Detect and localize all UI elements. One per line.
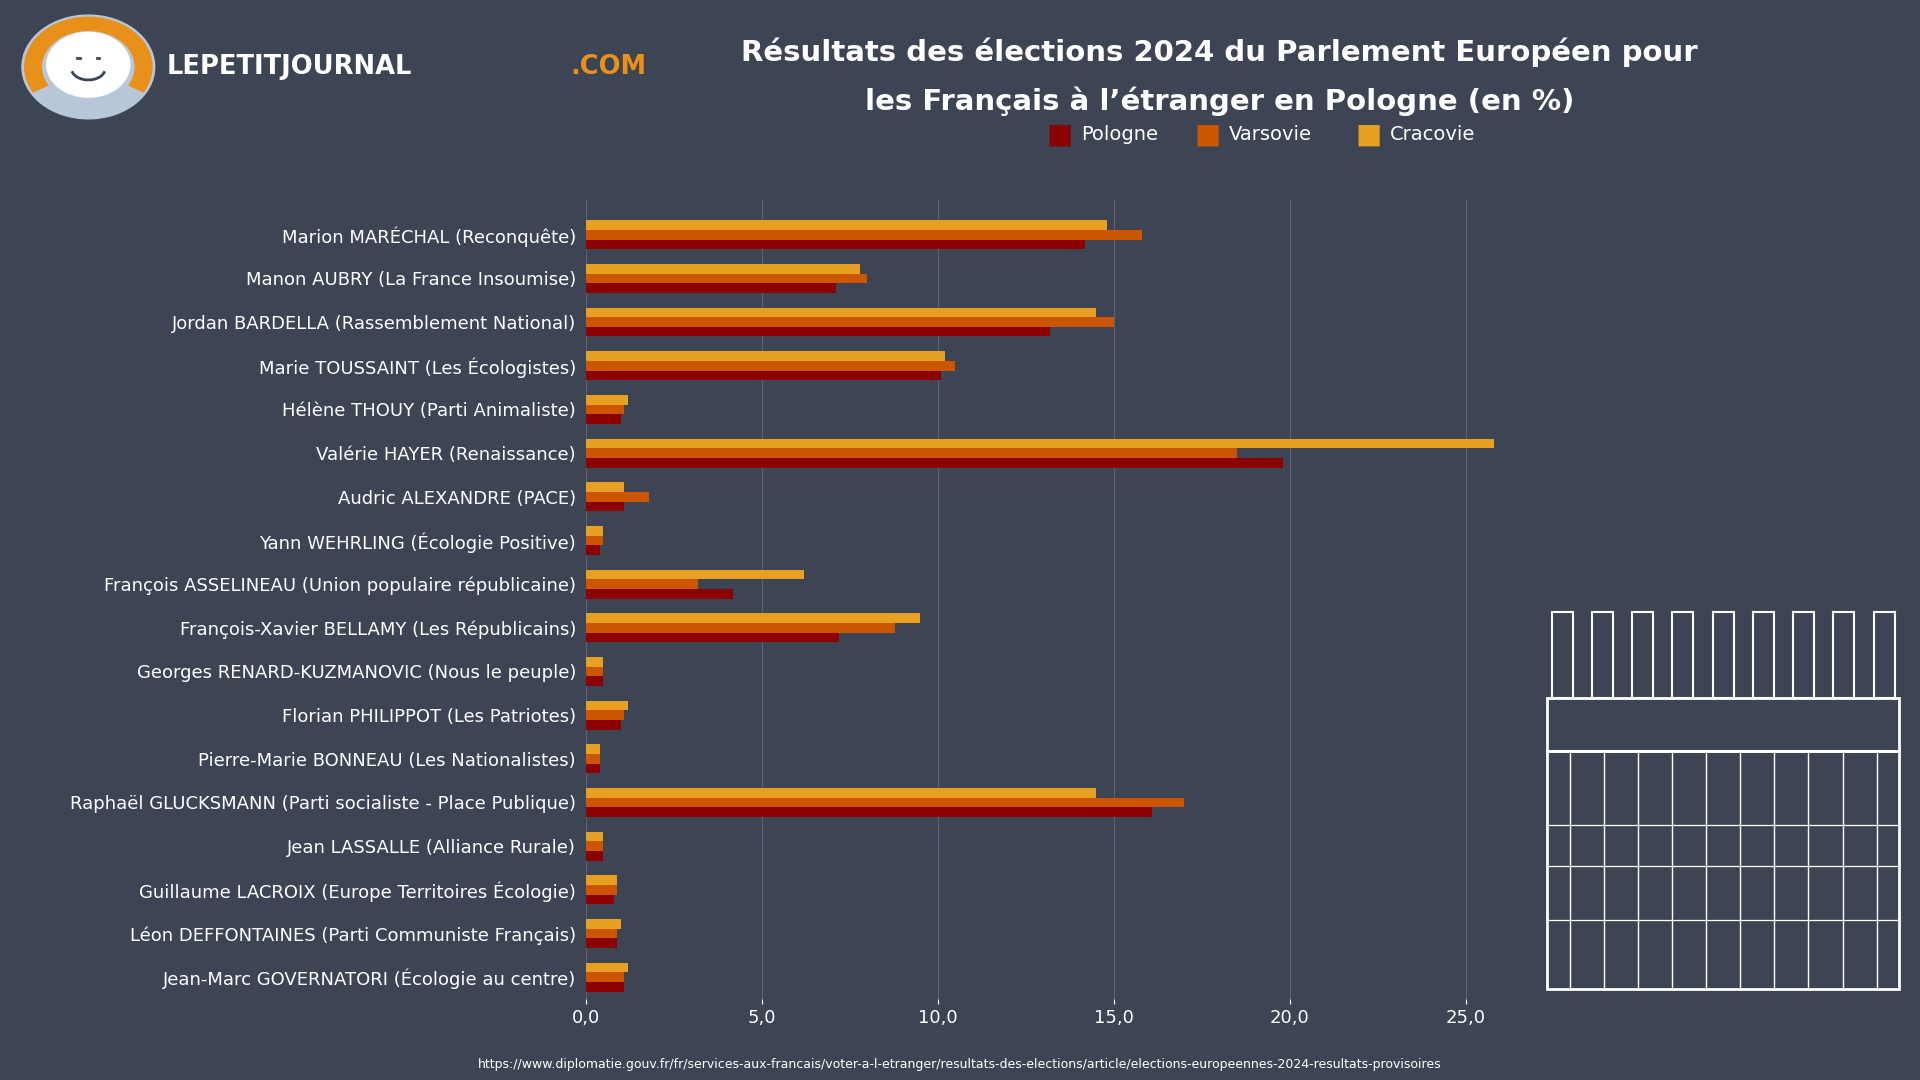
Bar bbox=[586, 395, 628, 405]
Bar bbox=[586, 438, 1494, 448]
Bar bbox=[586, 536, 603, 545]
Text: ■: ■ bbox=[1046, 121, 1073, 149]
Bar bbox=[586, 701, 628, 711]
Bar bbox=[586, 764, 599, 773]
Bar bbox=[1753, 611, 1774, 698]
Bar bbox=[1672, 611, 1693, 698]
Bar bbox=[586, 929, 618, 939]
Bar bbox=[586, 894, 614, 904]
Bar bbox=[586, 657, 603, 666]
Bar bbox=[586, 744, 599, 754]
Bar bbox=[586, 483, 624, 492]
Text: les Français à l’étranger en Pologne (en %): les Français à l’étranger en Pologne (en… bbox=[864, 86, 1574, 116]
Bar bbox=[586, 939, 618, 948]
Bar bbox=[1793, 611, 1814, 698]
Bar bbox=[1632, 611, 1653, 698]
Bar bbox=[586, 885, 618, 894]
Bar bbox=[586, 283, 835, 293]
Bar bbox=[586, 666, 603, 676]
Text: Cracovie: Cracovie bbox=[1390, 125, 1475, 145]
Bar bbox=[586, 264, 860, 273]
Bar bbox=[586, 220, 1106, 230]
Text: Résultats des élections 2024 du Parlement Européen pour: Résultats des élections 2024 du Parlemen… bbox=[741, 38, 1697, 67]
Bar bbox=[1548, 698, 1899, 752]
Bar bbox=[586, 851, 603, 861]
Bar bbox=[586, 273, 868, 283]
Bar bbox=[586, 972, 624, 982]
Bar bbox=[586, 841, 603, 851]
Bar bbox=[586, 589, 733, 598]
Bar bbox=[586, 415, 620, 423]
Bar bbox=[1548, 752, 1899, 989]
Bar bbox=[586, 492, 649, 501]
Bar bbox=[586, 240, 1085, 249]
Bar bbox=[586, 361, 956, 370]
Text: Varsovie: Varsovie bbox=[1229, 125, 1311, 145]
Bar bbox=[586, 807, 1152, 816]
Bar bbox=[586, 720, 620, 730]
Bar bbox=[1713, 611, 1734, 698]
Bar bbox=[586, 526, 603, 536]
Text: ■: ■ bbox=[1194, 121, 1221, 149]
Bar bbox=[586, 754, 599, 764]
Bar bbox=[586, 570, 804, 579]
Bar bbox=[586, 633, 839, 643]
Bar bbox=[586, 962, 628, 972]
Bar bbox=[586, 788, 1096, 798]
Circle shape bbox=[21, 15, 156, 119]
Bar bbox=[586, 501, 624, 511]
Text: .COM: .COM bbox=[570, 54, 647, 80]
Text: Pologne: Pologne bbox=[1081, 125, 1158, 145]
Bar bbox=[586, 711, 624, 720]
Bar bbox=[1551, 611, 1572, 698]
Bar bbox=[1834, 611, 1855, 698]
Bar bbox=[586, 676, 603, 686]
Text: ■: ■ bbox=[1356, 121, 1382, 149]
Wedge shape bbox=[25, 17, 152, 92]
Bar bbox=[586, 458, 1283, 468]
Bar bbox=[586, 351, 945, 361]
Bar bbox=[586, 832, 603, 841]
Bar bbox=[586, 370, 941, 380]
Bar bbox=[586, 405, 624, 415]
Bar bbox=[586, 327, 1050, 337]
Bar bbox=[586, 798, 1185, 807]
Bar bbox=[586, 318, 1114, 327]
Bar bbox=[586, 919, 620, 929]
Bar bbox=[586, 230, 1142, 240]
Circle shape bbox=[46, 32, 131, 97]
Text: LEPETITJOURNAL: LEPETITJOURNAL bbox=[167, 54, 413, 80]
Bar bbox=[586, 448, 1236, 458]
Bar bbox=[586, 982, 624, 991]
Bar bbox=[586, 876, 618, 885]
Bar bbox=[586, 623, 895, 633]
Bar bbox=[1874, 611, 1895, 698]
Bar bbox=[586, 613, 920, 623]
Text: https://www.diplomatie.gouv.fr/fr/services-aux-francais/voter-a-l-etranger/resul: https://www.diplomatie.gouv.fr/fr/servic… bbox=[478, 1058, 1442, 1071]
Bar bbox=[1592, 611, 1613, 698]
Bar bbox=[586, 308, 1096, 318]
Bar bbox=[586, 579, 699, 589]
Bar bbox=[586, 545, 599, 555]
